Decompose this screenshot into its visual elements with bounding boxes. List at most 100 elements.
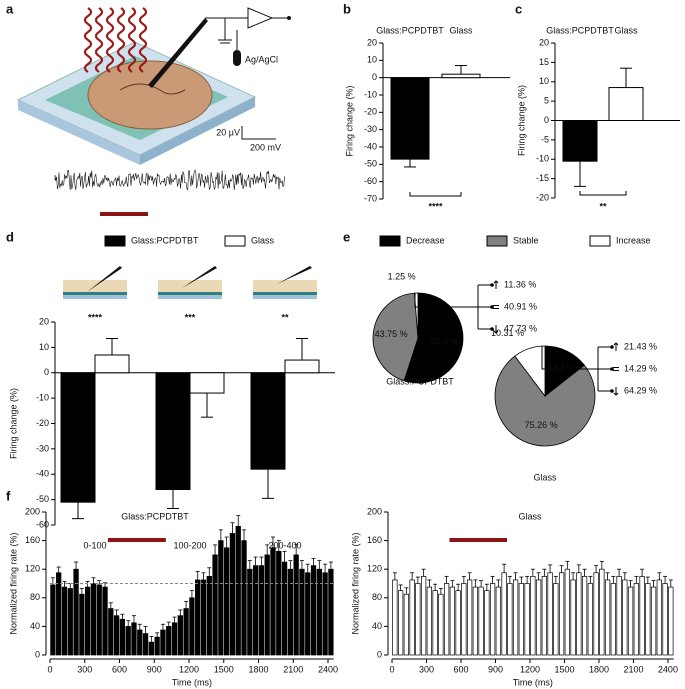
sketch-electrode — [277, 266, 312, 284]
y-tick-label: 20 — [539, 37, 549, 47]
panel-label: b — [343, 1, 351, 16]
annotation: 11.36 % — [504, 279, 536, 289]
bar — [322, 572, 328, 656]
annotation: 64.29 % — [624, 385, 657, 395]
bar — [443, 583, 450, 656]
significance: *** — [185, 312, 196, 322]
bar — [154, 636, 160, 656]
x-tick-label: 2400 — [318, 664, 338, 674]
y-tick-label: 15 — [539, 57, 549, 67]
bar — [50, 584, 56, 656]
setup-sketch — [63, 266, 127, 299]
bar — [581, 575, 588, 656]
x-tick-label: 600 — [453, 664, 468, 674]
arrow-up — [493, 280, 499, 289]
sketch-electrode — [87, 266, 122, 292]
bar — [148, 641, 155, 656]
y-tick-label: 160 — [25, 535, 40, 545]
x-tick-label: 1200 — [179, 664, 199, 674]
y-tick-label: 10 — [39, 342, 49, 352]
y-tick-label: 0 — [372, 72, 377, 82]
y-tick-label: -20 — [364, 107, 377, 117]
bar — [270, 547, 276, 656]
slice-label: 1.25 % — [388, 271, 416, 281]
bullet — [610, 367, 614, 371]
y-tick-label: -40 — [36, 469, 49, 479]
bar — [195, 579, 201, 656]
bar — [224, 547, 230, 656]
bar — [608, 87, 644, 121]
bar — [250, 372, 286, 470]
bar — [96, 584, 102, 656]
bar — [512, 579, 519, 656]
panel-label: a — [6, 1, 14, 16]
bar — [142, 633, 149, 656]
bar — [627, 586, 634, 656]
y-tick-label: 20 — [39, 316, 49, 326]
connector — [414, 293, 478, 308]
bar — [587, 583, 593, 656]
bar — [85, 586, 91, 656]
annotation: 21.43 % — [624, 341, 657, 351]
bracket — [579, 191, 627, 196]
x-tick-label: 0 — [389, 664, 394, 674]
bar — [67, 588, 73, 656]
bar — [189, 372, 225, 394]
bar — [189, 597, 195, 656]
category-label: Glass — [614, 25, 638, 35]
slice-label: 10.31 % — [491, 328, 524, 338]
y-tick-label: -10 — [536, 154, 549, 164]
sketch-substrate — [63, 292, 127, 295]
y-tick-label: -15 — [536, 173, 549, 183]
bar — [137, 629, 143, 656]
y-tick-label: -50 — [36, 494, 49, 504]
bar — [113, 615, 120, 656]
y-tick-label: -20 — [536, 192, 549, 202]
category-label: 200-400 — [268, 540, 301, 550]
bar — [650, 586, 657, 656]
panel-label: d — [6, 229, 14, 244]
setup-sketch — [158, 266, 222, 299]
bar — [547, 572, 553, 656]
bar — [604, 579, 611, 656]
bar — [108, 608, 114, 656]
x-tick-label: 900 — [147, 664, 162, 674]
bar — [390, 77, 430, 160]
bar — [264, 554, 270, 656]
bar — [284, 359, 320, 374]
slice-label: 55.0 % — [431, 337, 459, 347]
bar — [166, 626, 172, 656]
y-tick-label: 80 — [30, 592, 40, 602]
light-wave — [94, 7, 104, 73]
y-tick-label: 0 — [44, 367, 49, 377]
x-tick-label: 1200 — [520, 664, 540, 674]
bar — [293, 554, 299, 656]
annotation: 40.91 % — [504, 301, 537, 311]
x-tick-label: 1800 — [248, 664, 268, 674]
y-tick-label: 5 — [544, 96, 549, 106]
light-waves — [83, 7, 148, 73]
category-label: Glass — [449, 25, 473, 35]
sketch-glass — [63, 295, 127, 299]
slice-label: 14.43 % — [542, 363, 575, 373]
bar — [668, 586, 674, 656]
hippocampus — [119, 83, 186, 95]
bracket — [409, 192, 462, 197]
bar — [73, 568, 79, 656]
scale-label: 200 mV — [250, 142, 281, 152]
chart-title: Glass:PCPDTBT — [121, 511, 189, 521]
bar — [276, 550, 282, 656]
bar — [495, 586, 501, 656]
x-tick-label: 2400 — [658, 664, 678, 674]
bracket — [477, 284, 492, 330]
bar — [438, 593, 444, 656]
bar — [564, 568, 570, 656]
y-tick-label: -10 — [36, 393, 49, 403]
x-tick-label: 0 — [47, 664, 52, 674]
category-label: 100-200 — [173, 540, 206, 550]
bar — [524, 583, 530, 656]
stimulus-bar — [100, 212, 148, 216]
bar — [287, 568, 294, 656]
equal-sign — [493, 305, 499, 309]
bar — [131, 622, 137, 656]
